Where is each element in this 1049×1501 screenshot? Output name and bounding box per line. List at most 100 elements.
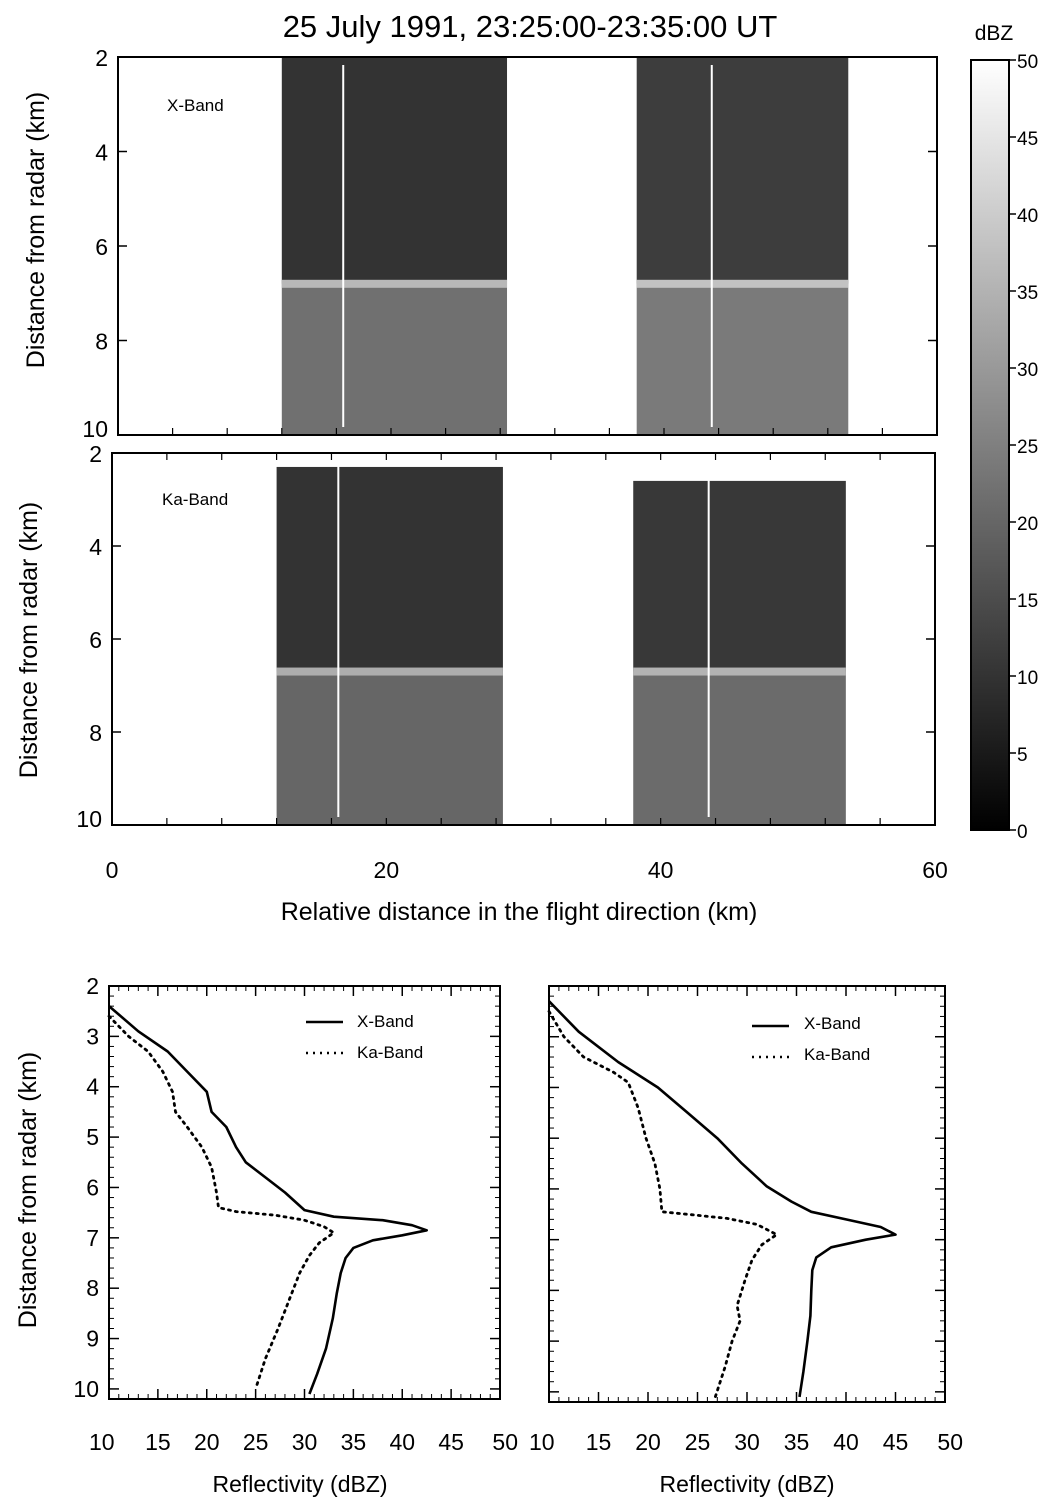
x-band-melting-band-1: [636, 279, 849, 288]
colorbar-tick-label-10: 10: [1017, 668, 1038, 689]
colorbar-tick-label-25: 25: [1017, 437, 1038, 458]
colorbar-tick-label-30: 30: [1017, 360, 1038, 381]
ka-band-panel: 2 4 6 8 10 0 20 40 60 Ka-Band Distance from rad…: [15, 441, 948, 926]
colorbar-tick-label-45: 45: [1017, 129, 1038, 150]
left-profile-ytick-label-2: 2: [86, 973, 99, 999]
right-profile-xtick-label-20: 20: [635, 1429, 661, 1455]
colorbar-tick-label-20: 20: [1017, 514, 1038, 535]
ka-band-y-axis: 2 4 6 8 10: [76, 441, 935, 832]
right-profile-xtick-label-30: 30: [734, 1429, 760, 1455]
left-profile-xtick-label-35: 35: [341, 1429, 367, 1455]
ka-band-echo-lower-1: [633, 671, 846, 825]
ka-band-xtick-label-40: 40: [648, 857, 674, 883]
right-profile-xtick-label-50: 50: [937, 1429, 963, 1455]
x-band-ytick-label-4: 4: [95, 140, 108, 166]
left-profile-ytick-label-9: 9: [86, 1326, 99, 1352]
right-profile-series-ka-band: [547, 1010, 779, 1399]
ka-band-x-axis: 0 20 40 60: [106, 453, 948, 883]
left-profile-ytick-label-5: 5: [86, 1124, 99, 1150]
x-band-label: X-Band: [167, 96, 224, 115]
ka-band-echo-lower-0: [276, 671, 503, 825]
x-band-echo-lower-1: [636, 283, 849, 435]
ka-band-label-box: [156, 485, 242, 512]
colorbar-tick-label-0: 0: [1017, 822, 1028, 843]
left-profile-y-axis-label: Distance from radar (km): [14, 1052, 42, 1328]
left-profile-ytick-label-7: 7: [86, 1225, 99, 1251]
ka-band-ytick-label-8: 8: [89, 720, 102, 746]
colorbar-label: dBZ: [975, 22, 1014, 45]
left-profile-xtick-label-10: 10: [89, 1429, 115, 1455]
right-profile-frame: [548, 985, 946, 1403]
right-legend-xband-label: X-Band: [804, 1014, 861, 1033]
ka-band-melting-band-0: [276, 667, 503, 676]
right-profile-series-x-band: [548, 1000, 897, 1398]
left-profile-x-axis-label: Reflectivity (dBZ): [212, 1471, 387, 1497]
colorbar-tick-label-40: 40: [1017, 206, 1038, 227]
right-profile-xtick-label-10: 10: [529, 1429, 555, 1455]
colorbar-tick-label-50: 50: [1017, 52, 1038, 73]
ka-band-melting-band-1: [633, 667, 846, 676]
left-profile-ytick-label-3: 3: [86, 1023, 99, 1049]
right-profile-xtick-label-35: 35: [784, 1429, 810, 1455]
ka-band-ytick-label-2: 2: [89, 441, 102, 467]
x-band-ytick-label-2: 2: [95, 45, 108, 71]
ka-band-echo-layer: [276, 461, 846, 825]
right-profile-xtick-label-40: 40: [833, 1429, 859, 1455]
x-band-ytick-label-6: 6: [95, 234, 108, 260]
right-profile-xtick-label-45: 45: [883, 1429, 909, 1455]
ka-band-echo-upper-1: [633, 480, 846, 672]
colorbar-ticks: 0 5 10 15 20 25 30 35 40 45 50: [1009, 52, 1038, 843]
x-band-ytick-label-10: 10: [82, 416, 108, 442]
ka-band-ytick-label-4: 4: [89, 534, 102, 560]
left-legend-xband-label: X-Band: [357, 1012, 414, 1031]
x-band-panel: 2 4 6 8 10 X-Band Distance from radar (km): [22, 45, 938, 442]
right-profile-xtick-label-15: 15: [586, 1429, 612, 1455]
right-profile-axes: 10 15 20 25 30 35 40 45 50: [529, 985, 963, 1455]
x-band-echo-lower-0: [281, 283, 508, 435]
left-legend-kaband-label: Ka-Band: [357, 1043, 423, 1062]
ka-band-xtick-label-0: 0: [106, 857, 119, 883]
right-profile-panel: 10 15 20 25 30 35 40 45 50 X-Band Ka-Band Reflec…: [529, 985, 963, 1497]
x-band-echo-upper-1: [636, 57, 849, 284]
x-band-y-axis: 2 4 6 8 10: [82, 45, 938, 442]
colorbar-gradient: [970, 59, 1010, 831]
left-profile-xtick-label-25: 25: [243, 1429, 269, 1455]
left-profile-xtick-label-50: 50: [492, 1429, 518, 1455]
left-profile-series-ka-band: [107, 1014, 336, 1391]
ka-band-xtick-label-20: 20: [374, 857, 400, 883]
ka-band-x-axis-label: Relative distance in the flight directio…: [281, 898, 758, 926]
ka-band-echo-upper-0: [276, 466, 503, 672]
colorbar-tick-label-35: 35: [1017, 283, 1038, 304]
right-profile-lines: [547, 1000, 897, 1399]
left-profile-frame: [108, 985, 501, 1400]
ka-band-ytick-label-10: 10: [76, 806, 102, 832]
right-profile-x-axis-label: Reflectivity (dBZ): [659, 1471, 834, 1497]
ka-band-xtick-label-60: 60: [922, 857, 948, 883]
ka-band-label: Ka-Band: [162, 490, 228, 509]
x-band-y-axis-label: Distance from radar (km): [22, 92, 50, 368]
left-profile-xtick-label-20: 20: [194, 1429, 220, 1455]
x-band-echo-upper-0: [281, 57, 508, 284]
left-profile-xtick-label-45: 45: [438, 1429, 464, 1455]
right-legend-kaband-label: Ka-Band: [804, 1045, 870, 1064]
left-profile-xtick-label-15: 15: [145, 1429, 171, 1455]
left-profile-ytick-label-10: 10: [73, 1376, 99, 1402]
left-profile-xtick-label-30: 30: [292, 1429, 318, 1455]
x-band-melting-band-0: [281, 279, 508, 288]
left-profile-ytick-label-4: 4: [86, 1074, 99, 1100]
x-band-echo-layer: [281, 57, 849, 435]
ka-band-y-axis-label: Distance from radar (km): [15, 502, 43, 778]
left-profile-legend: X-Band Ka-Band: [306, 1012, 423, 1062]
x-band-label-box: [160, 90, 236, 118]
ka-band-ytick-label-6: 6: [89, 627, 102, 653]
right-profile-xtick-label-25: 25: [685, 1429, 711, 1455]
right-profile-legend: X-Band Ka-Band: [752, 1014, 870, 1064]
colorbar-tick-label-15: 15: [1017, 591, 1038, 612]
colorbar: dBZ 0 5 10 15 20 25 30 35 40 45 50: [970, 22, 1038, 843]
x-band-ytick-label-8: 8: [95, 329, 108, 355]
left-profile-lines: [107, 1005, 429, 1395]
left-profile-series-x-band: [108, 1005, 429, 1395]
